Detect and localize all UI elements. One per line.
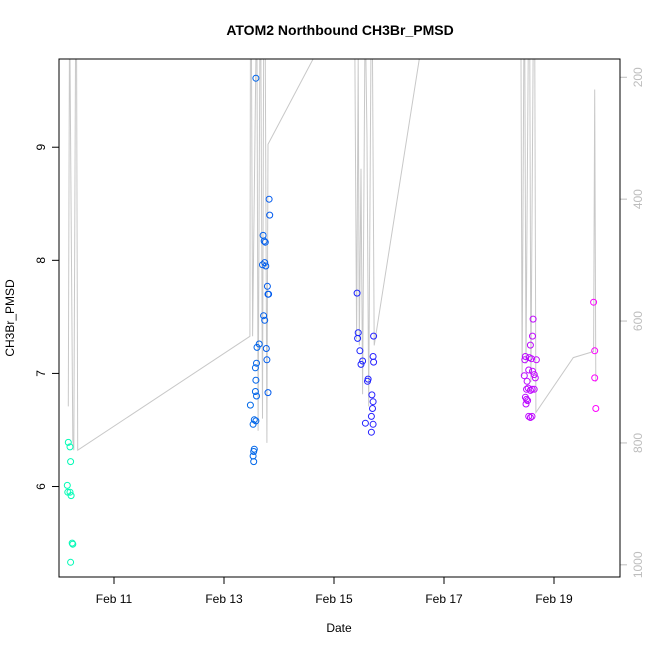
data-point <box>525 366 533 374</box>
data-point <box>530 371 538 379</box>
y-tick-label: 6 <box>34 483 48 490</box>
y-axis-label: CH3Br_PMSD <box>3 279 17 357</box>
data-point <box>359 357 367 365</box>
data-point <box>526 341 534 349</box>
data-point <box>261 316 269 324</box>
data-point <box>259 261 266 269</box>
data-point <box>67 558 75 566</box>
data-point <box>263 356 271 364</box>
data-point <box>523 395 530 403</box>
points-layer <box>63 74 600 566</box>
data-point <box>253 392 260 400</box>
x-axis-label: Date <box>326 621 352 635</box>
data-point <box>252 74 260 82</box>
data-point <box>528 385 536 393</box>
x-tick-label: Feb 19 <box>535 592 573 606</box>
data-point <box>246 401 254 409</box>
data-point <box>250 458 258 466</box>
data-point <box>529 315 537 323</box>
data-point <box>69 540 77 548</box>
x-tick-label: Feb 13 <box>205 592 243 606</box>
data-point <box>265 195 273 203</box>
data-point <box>361 419 369 427</box>
right-tick-label: 1000 <box>631 551 645 578</box>
data-point <box>368 391 376 399</box>
data-point <box>252 376 260 384</box>
data-point <box>367 428 375 436</box>
data-point <box>66 488 74 496</box>
right-tick-label: 400 <box>631 189 645 209</box>
data-point <box>369 398 377 406</box>
data-point <box>253 343 261 351</box>
data-point <box>250 416 258 424</box>
data-point <box>357 360 365 368</box>
y-tick-label: 9 <box>34 144 48 151</box>
x-tick-label: Feb 15 <box>315 592 353 606</box>
data-point <box>66 443 74 451</box>
plot-frame <box>58 58 621 578</box>
right-tick-label: 200 <box>631 67 645 87</box>
x-tick-label: Feb 11 <box>96 592 133 606</box>
data-point <box>370 358 378 366</box>
data-point <box>265 290 273 298</box>
data-point <box>591 374 599 382</box>
data-point <box>592 405 600 412</box>
data-point <box>260 237 268 245</box>
data-point <box>67 458 75 466</box>
data-point <box>253 359 260 367</box>
right-tick-label: 800 <box>631 433 645 453</box>
data-point <box>263 282 271 290</box>
data-point <box>528 355 535 363</box>
data-point <box>260 312 268 320</box>
data-point <box>521 353 529 360</box>
data-point <box>523 377 531 385</box>
data-point <box>64 438 72 446</box>
data-point <box>262 262 270 270</box>
data-point <box>370 332 378 340</box>
data-point <box>261 238 269 246</box>
data-point <box>63 481 71 489</box>
data-point <box>364 377 371 385</box>
data-point <box>264 389 272 397</box>
y-tick-label: 7 <box>34 370 48 377</box>
data-point <box>251 364 259 372</box>
data-point <box>532 356 540 364</box>
data-point <box>526 414 534 421</box>
data-point <box>67 492 75 500</box>
data-point <box>367 412 375 420</box>
data-point <box>530 385 538 393</box>
data-point <box>520 372 528 380</box>
data-point <box>528 412 536 420</box>
data-point <box>529 332 536 340</box>
chart-title: ATOM2 Northbound CH3Br_PMSD <box>226 22 453 38</box>
data-point <box>525 412 533 420</box>
data-point <box>369 420 377 428</box>
y-tick-label: 8 <box>34 257 48 264</box>
data-point <box>262 345 270 352</box>
data-point <box>249 420 257 428</box>
axes-layer: Feb 11 Feb 13 Feb 15 Feb 17 Feb 19 6 7 8 9 200 400… <box>34 67 645 606</box>
data-point <box>590 298 598 306</box>
data-point <box>251 388 259 395</box>
data-point <box>522 400 530 408</box>
data-point <box>266 211 274 219</box>
data-point <box>250 448 258 455</box>
data-point <box>531 374 539 382</box>
data-point <box>591 347 599 355</box>
data-point <box>354 334 362 342</box>
data-point <box>356 347 364 355</box>
data-point <box>353 289 361 297</box>
data-point <box>369 405 376 412</box>
right-tick-label: 600 <box>631 311 645 331</box>
data-point <box>261 259 269 267</box>
data-point <box>524 397 532 405</box>
data-point <box>526 386 534 394</box>
x-tick-label: Feb 17 <box>425 592 463 606</box>
data-point <box>529 367 536 375</box>
